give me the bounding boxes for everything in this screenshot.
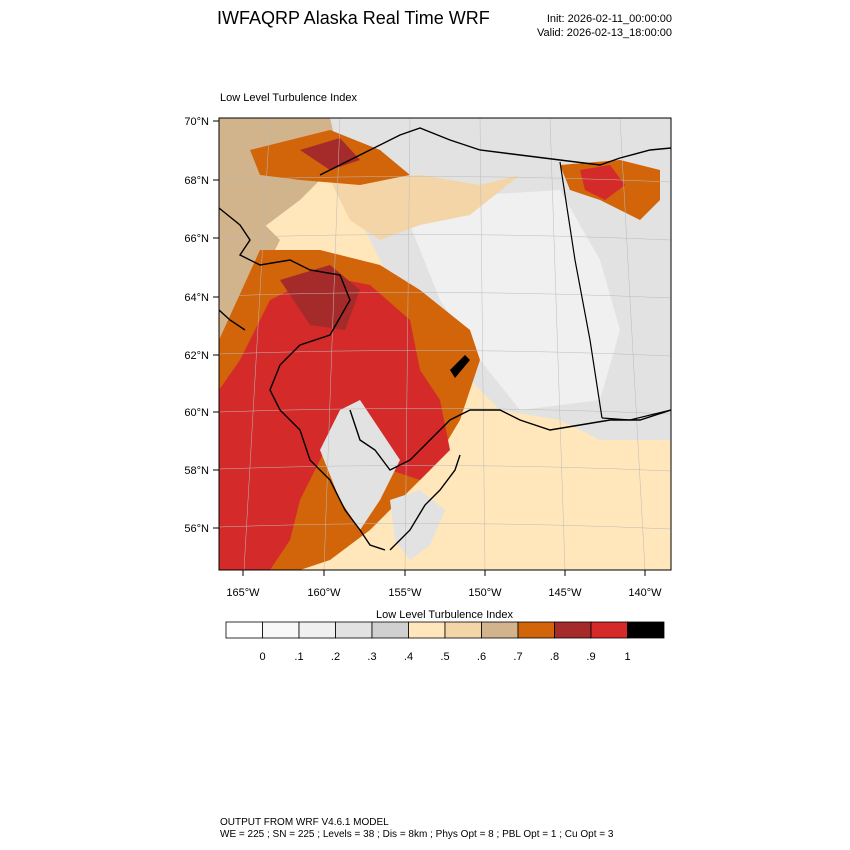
valid-time: Valid: 2026-02-13_18:00:00 [537, 27, 672, 39]
field-red-ne [580, 165, 625, 200]
colorbar-box [517, 621, 555, 639]
field-black-spot [450, 355, 470, 378]
field-lightgrey [400, 190, 620, 410]
lat-label-58: 58°N [184, 465, 209, 477]
lat-label-60: 60°N [184, 407, 209, 419]
colorbar-tick-label: 0 [259, 651, 265, 663]
colorbar-tick-label: 1 [624, 651, 630, 663]
colorbar-box [225, 621, 263, 639]
colorbar-box [371, 621, 409, 639]
lon-label-155: 155°W [388, 587, 422, 599]
colorbar-box [627, 621, 665, 639]
lat-label-64: 64°N [184, 292, 209, 304]
colorbar-tick-label: .6 [477, 651, 486, 663]
colorbar-box [444, 621, 482, 639]
colorbar-labels: 0 .1 .2 .3 .4 .5 .6 .7 .8 .9 1 [259, 651, 630, 663]
field-tan-north [330, 175, 520, 240]
colorbar-tick-label: .7 [513, 651, 522, 663]
border-alaska-canada [559, 161, 603, 419]
footer-config: WE = 225 ; SN = 225 ; Levels = 38 ; Dis … [220, 829, 614, 840]
colorbar-box [262, 621, 300, 639]
lon-label-165: 165°W [226, 587, 260, 599]
lon-label-140: 140°W [628, 587, 662, 599]
lat-label-70: 70°N [184, 116, 209, 128]
colorbar-box [335, 621, 373, 639]
lat-label-68: 68°N [184, 175, 209, 187]
field-red-bering [219, 420, 269, 570]
map-frame [218, 117, 672, 571]
colorbar [225, 621, 665, 639]
lon-label-145: 145°W [548, 587, 582, 599]
colorbar-tick-label: .8 [550, 651, 559, 663]
colorbar-tick-label: .1 [294, 651, 303, 663]
colorbar-box [481, 621, 519, 639]
graticule [219, 118, 671, 570]
init-time: Init: 2026-02-11_00:00:00 [546, 13, 672, 25]
coastlines [219, 127, 671, 551]
init-valid-times: Init: 2026-02-11_00:00:00 Valid: 2026-02… [537, 12, 672, 40]
colorbar-tick-label: .4 [404, 651, 413, 663]
colorbar-tick-label: .5 [440, 651, 449, 663]
colorbar-tick-label: .3 [367, 651, 376, 663]
field-grey-alaskapen [390, 490, 445, 560]
field-grey-bristolbay [320, 400, 400, 530]
lat-label-66: 66°N [184, 233, 209, 245]
lon-label-160: 160°W [307, 587, 341, 599]
footer: OUTPUT FROM WRF V4.6.1 MODEL WE = 225 ; … [220, 817, 613, 841]
colorbar-box [590, 621, 628, 639]
lon-label-150: 150°W [468, 587, 502, 599]
colorbar-title: Low Level Turbulence Index [376, 609, 513, 621]
lat-label-56: 56°N [184, 523, 209, 535]
colorbar-box [408, 621, 446, 639]
colorbar-box [298, 621, 336, 639]
lat-axis: 70°N 68°N 66°N 64°N 62°N 60°N 58°N 56°N [184, 116, 219, 535]
colorbar-tick-label: .9 [586, 651, 595, 663]
plot-title: IWFAQRP Alaska Real Time WRF [217, 8, 490, 28]
lat-label-62: 62°N [184, 350, 209, 362]
colorbar-tick-label: .2 [331, 651, 340, 663]
map-title: Low Level Turbulence Index [220, 92, 357, 104]
field-darkred-norton [280, 265, 360, 330]
colorbar-box [554, 621, 592, 639]
footer-model: OUTPUT FROM WRF V4.6.1 MODEL [220, 817, 389, 828]
border-southeast [601, 409, 671, 421]
lon-axis: 165°W 160°W 155°W 150°W 145°W 140°W [226, 570, 662, 599]
map-field [219, 118, 671, 570]
